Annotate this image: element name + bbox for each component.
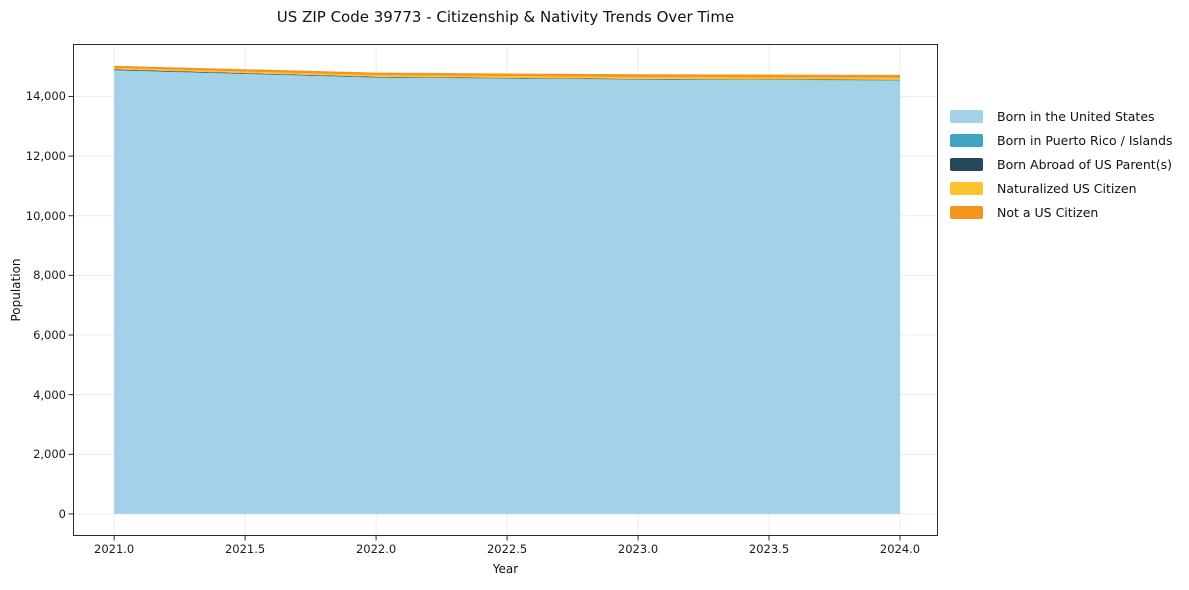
- y-tick-label: 10,000: [25, 208, 66, 223]
- legend-item: Naturalized US Citizen: [950, 176, 1173, 200]
- y-tick-label: 0: [58, 506, 66, 521]
- x-tick-label: 2024.0: [879, 542, 921, 556]
- legend-swatch: [950, 133, 983, 147]
- y-tick-label: 12,000: [25, 149, 66, 164]
- x-tick-label: 2022.0: [355, 542, 397, 556]
- y-tick-label: 8,000: [33, 268, 66, 283]
- plot-area: [68, 44, 938, 541]
- area-series-0: [114, 70, 901, 514]
- y-tick-label: 2,000: [33, 447, 66, 462]
- legend-swatch: [950, 181, 983, 195]
- legend-item: Not a US Citizen: [950, 200, 1173, 224]
- x-tick-label: 2023.5: [748, 542, 790, 556]
- y-tick-label: 14,000: [25, 89, 66, 104]
- x-tick-label: 2021.5: [224, 542, 266, 556]
- x-tick-label: 2021.0: [94, 542, 135, 556]
- x-axis-label: Year: [492, 562, 519, 576]
- area-series-2: [114, 69, 901, 81]
- area-series-3: [114, 68, 901, 80]
- area-series-4: [114, 65, 901, 78]
- legend: Born in the United States Born in Puerto …: [950, 104, 1173, 224]
- chart-title: US ZIP Code 39773 - Citizenship & Nativi…: [276, 8, 735, 26]
- y-tick-label: 6,000: [33, 328, 66, 343]
- area-series-1: [114, 70, 901, 81]
- legend-swatch: [950, 109, 983, 123]
- legend-item-label: Not a US Citizen: [997, 204, 1099, 220]
- plot-border: [73, 44, 938, 536]
- legend-item-label: Born in the United States: [997, 108, 1155, 124]
- legend-swatch: [950, 157, 983, 171]
- x-tick-label: 2023.0: [617, 542, 659, 556]
- legend-item-label: Born in Puerto Rico / Islands: [997, 132, 1173, 148]
- legend-swatch: [950, 205, 983, 219]
- y-tick-label: 4,000: [33, 387, 66, 402]
- legend-item: Born in the United States: [950, 104, 1173, 128]
- legend-item: Born Abroad of US Parent(s): [950, 152, 1173, 176]
- legend-item-label: Naturalized US Citizen: [997, 180, 1137, 196]
- legend-item: Born in Puerto Rico / Islands: [950, 128, 1173, 152]
- legend-item-label: Born Abroad of US Parent(s): [997, 156, 1172, 172]
- x-tick-label: 2022.5: [486, 542, 528, 556]
